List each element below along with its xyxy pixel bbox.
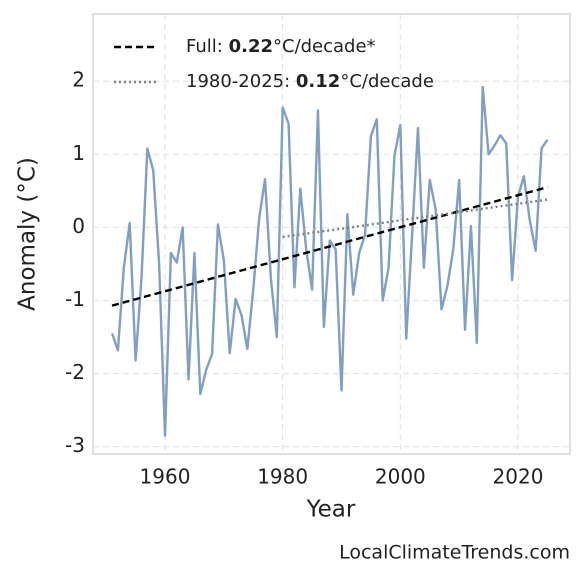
plot-frame: [92, 13, 571, 455]
y-tick-label: -3: [65, 433, 85, 457]
trend-line: [111, 186, 548, 307]
legend-label: 1980-2025: 0.12°C/decade: [186, 71, 434, 92]
anomaly-line: [110, 85, 549, 437]
legend-rate: 0.22: [229, 36, 273, 57]
y-tick-label: 1: [72, 141, 85, 165]
y-axis-label: Anomaly (°C): [15, 157, 41, 311]
x-tick-label: 1960: [140, 465, 191, 489]
legend-rate: 0.12: [296, 71, 340, 92]
legend-unit: °C/decade*: [273, 36, 376, 57]
legend-prefix: Full:: [186, 36, 229, 57]
legend-label: Full: 0.22°C/decade*: [186, 36, 376, 57]
y-tick-label: 0: [72, 214, 85, 238]
y-tick-label: -1: [65, 287, 85, 311]
watermark: LocalClimateTrends.com: [339, 542, 570, 564]
legend-prefix: 1980-2025:: [186, 71, 296, 92]
y-tick-label: -2: [65, 360, 85, 384]
x-tick-label: 2020: [493, 465, 544, 489]
legend-unit: °C/decade: [340, 71, 434, 92]
y-tick-label: 2: [72, 68, 85, 92]
x-tick-label: 1980: [257, 465, 308, 489]
x-axis-label: Year: [306, 497, 356, 523]
x-tick-label: 2000: [375, 465, 426, 489]
